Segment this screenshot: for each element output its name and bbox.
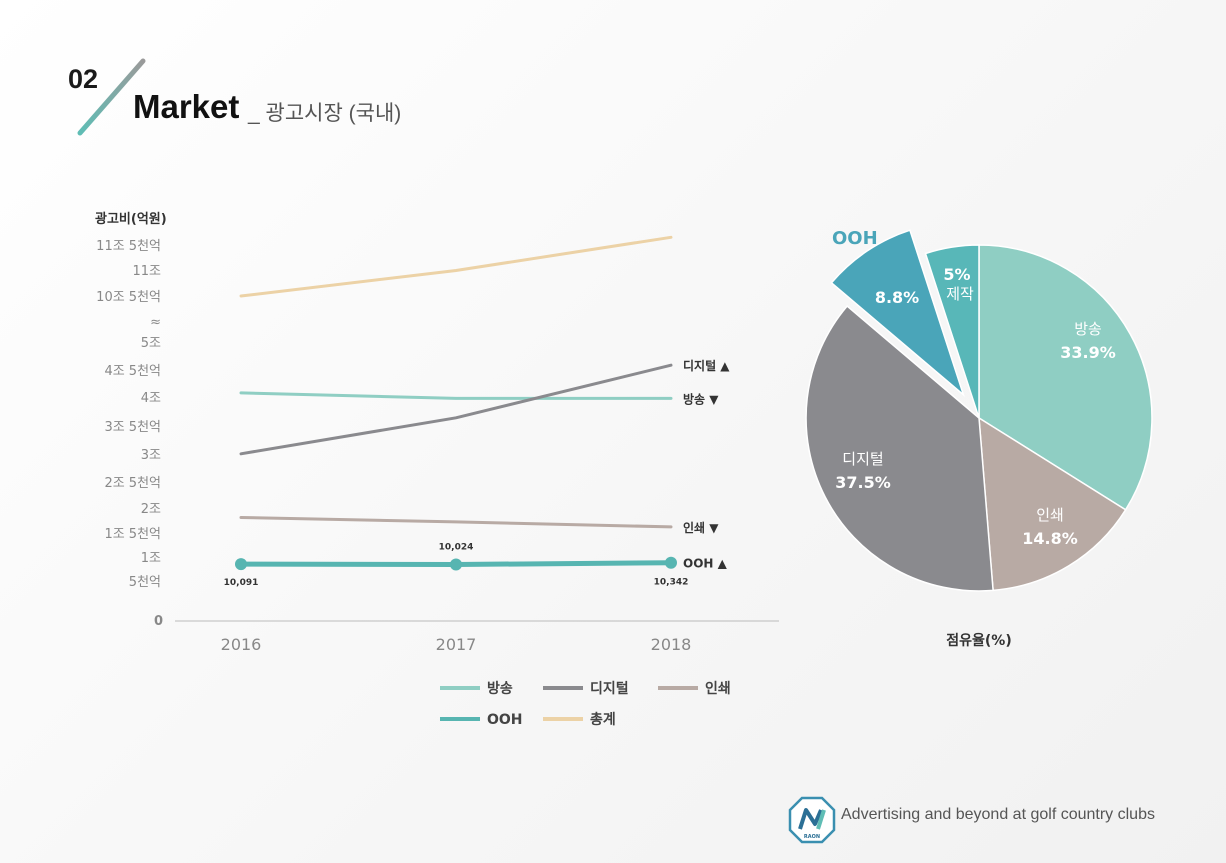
y-tick-label: 10조 5천억 bbox=[96, 290, 161, 305]
y-tick-label: 11조 5천억 bbox=[96, 239, 161, 254]
pie-value-digital: 37.5% bbox=[835, 473, 891, 492]
y-tick-label: 1조 5천억 bbox=[104, 527, 161, 542]
pie-slice-production_slice bbox=[924, 244, 980, 419]
series-line-print bbox=[239, 516, 673, 529]
y-tick-label: 5천억 bbox=[129, 575, 161, 590]
end-label-broadcast: 방송 ▼ bbox=[683, 391, 719, 406]
end-label-ooh: OOH ▲ bbox=[683, 557, 728, 571]
y-tick-label: 0 bbox=[154, 614, 163, 629]
footer-tagline: Advertising and beyond at golf country c… bbox=[841, 806, 1155, 823]
page-title: Market bbox=[133, 88, 240, 125]
pie-slice-print bbox=[978, 416, 1127, 592]
ooh-data-point bbox=[235, 558, 247, 571]
ooh-data-label: 10,091 bbox=[224, 578, 259, 588]
raon-logo-icon: RAON bbox=[788, 796, 836, 844]
y-tick-label: 1조 bbox=[141, 551, 161, 566]
x-tick-label: 2017 bbox=[436, 635, 477, 654]
y-tick-label: 5조 bbox=[141, 336, 161, 351]
series-line-total bbox=[239, 235, 673, 298]
legend-label-print: 인쇄 bbox=[705, 680, 731, 697]
y-tick-label: 2조 bbox=[141, 502, 161, 517]
y-tick-label: 4조 bbox=[141, 391, 161, 406]
y-tick-label: ≈ bbox=[150, 315, 161, 330]
pie-label-production: 제작 bbox=[946, 285, 974, 303]
pie-title: 점유율(%) bbox=[946, 632, 1011, 649]
pie-value-broadcast: 33.9% bbox=[1060, 343, 1116, 362]
end-label-print: 인쇄 ▼ bbox=[683, 520, 719, 535]
pie-label-broadcast: 방송 bbox=[1074, 320, 1102, 338]
ooh-data-label: 10,342 bbox=[654, 578, 689, 588]
x-tick-label: 2018 bbox=[651, 635, 692, 654]
y-tick-label: 3조 bbox=[141, 448, 161, 463]
legend-label-total: 총계 bbox=[590, 712, 616, 728]
x-tick-label: 2016 bbox=[221, 635, 262, 654]
pie-value-ooh: 8.8% bbox=[875, 288, 919, 307]
pie-slice-ooh_slice bbox=[830, 229, 965, 398]
svg-text:RAON: RAON bbox=[804, 834, 820, 840]
ooh-data-point bbox=[450, 558, 462, 571]
y-tick-label: 2조 5천억 bbox=[104, 476, 161, 491]
pie-slice-broadcast bbox=[978, 244, 1153, 511]
y-tick-label: 3조 5천억 bbox=[104, 420, 161, 435]
legend-label-digital: 디지털 bbox=[590, 680, 629, 697]
y-axis-label: 광고비(억원) bbox=[95, 212, 167, 227]
series-line-broadcast bbox=[239, 391, 673, 400]
ooh-data-point bbox=[665, 556, 677, 569]
pie-label-ooh: OOH bbox=[832, 228, 878, 249]
pie-label-digital: 디지털 bbox=[842, 450, 883, 468]
series-line-digital bbox=[239, 363, 673, 456]
pie-value-production: 5% bbox=[943, 265, 970, 284]
ooh-data-label: 10,024 bbox=[439, 542, 474, 552]
legend-label-ooh: OOH bbox=[487, 712, 523, 728]
pie-slice-digital bbox=[805, 305, 994, 592]
page-subtitle: _ 광고시장 (국내) bbox=[248, 102, 402, 125]
pie-label-print: 인쇄 bbox=[1036, 506, 1064, 524]
y-tick-label: 11조 bbox=[132, 264, 161, 279]
legend-label-broadcast: 방송 bbox=[487, 680, 513, 697]
footer: RAON Advertising and beyond at golf coun… bbox=[788, 796, 1208, 844]
y-tick-label: 4조 5천억 bbox=[104, 364, 161, 379]
end-label-digital: 디지털 ▲ bbox=[683, 358, 730, 373]
pie-value-print: 14.8% bbox=[1022, 529, 1078, 548]
